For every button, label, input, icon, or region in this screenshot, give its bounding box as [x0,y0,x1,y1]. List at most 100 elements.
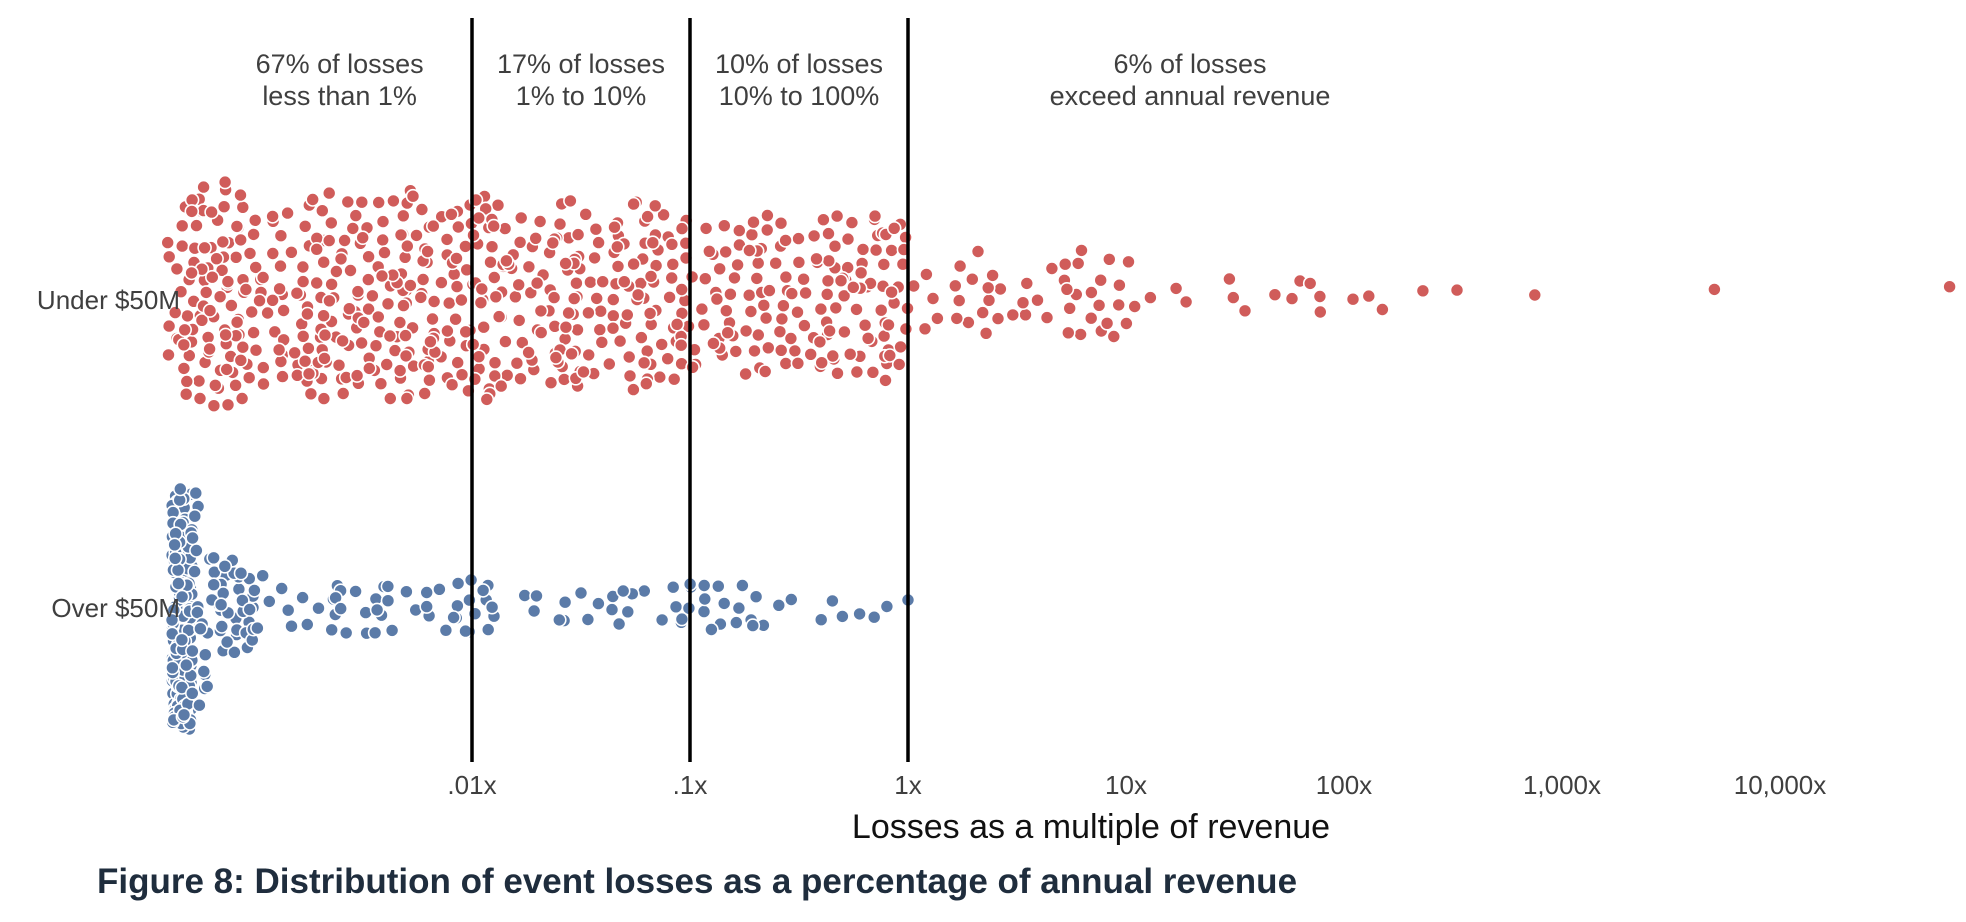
data-point-under-50m [776,298,791,314]
data-point-under-50m [403,278,418,293]
data-point-under-50m [812,334,828,350]
data-point-under-50m [774,311,790,327]
data-point-under-50m [893,339,908,355]
data-point-under-50m [1361,288,1377,304]
data-point-under-50m [882,348,898,363]
data-point-under-50m [499,253,514,269]
data-point-under-50m [273,258,288,274]
data-point-under-50m [578,207,594,222]
data-point-under-50m [821,226,836,241]
data-point-under-50m [161,318,177,334]
data-point-under-50m [360,272,376,287]
data-point-under-50m [321,185,337,201]
data-point-under-50m [228,377,243,393]
data-point-under-50m [1059,281,1075,297]
data-point-over-50m [580,612,596,627]
data-point-under-50m [588,221,604,237]
data-point-under-50m [666,371,682,387]
data-point-under-50m [220,274,236,289]
data-point-over-50m [654,612,670,628]
data-point-under-50m [589,291,605,306]
data-point-under-50m [1039,310,1055,325]
data-point-under-50m [355,230,371,245]
data-point-over-50m [193,621,208,637]
data-point-under-50m [246,227,261,242]
data-point-over-50m [438,622,454,638]
data-point-under-50m [558,256,573,271]
region-label: 17% of losses [497,49,665,79]
data-point-under-50m [511,277,527,293]
data-point-under-50m [925,291,941,306]
data-point-under-50m [738,323,754,339]
data-point-under-50m [595,274,611,290]
data-point-over-50m [167,537,182,553]
x-tick-label: 1,000x [1523,770,1601,800]
data-point-over-50m [280,602,296,618]
data-point-under-50m [616,274,632,290]
data-point-under-50m [844,215,860,230]
data-point-under-50m [333,251,349,267]
data-point-under-50m [773,342,789,358]
data-point-under-50m [348,208,364,223]
data-point-under-50m [836,288,852,304]
data-point-under-50m [787,343,803,359]
data-point-under-50m [758,310,774,326]
data-point-under-50m [868,242,884,258]
data-point-under-50m [392,363,408,378]
data-point-under-50m [626,256,641,272]
data-point-under-50m [1019,276,1035,291]
data-point-under-50m [1102,251,1117,267]
data-point-under-50m [241,370,257,386]
data-point-under-50m [886,221,902,236]
data-point-under-50m [196,179,211,195]
data-point-over-50m [380,593,396,609]
data-point-under-50m [720,325,736,341]
data-point-over-50m [367,625,383,641]
data-point-under-50m [747,343,762,359]
data-point-under-50m [449,279,465,294]
data-point-under-50m [626,382,641,397]
data-point-under-50m [450,219,466,235]
data-point-under-50m [191,373,207,389]
data-point-under-50m [1707,282,1722,297]
x-tick-label: 100x [1316,770,1372,800]
data-point-under-50m [409,228,424,243]
data-point-under-50m [272,281,287,297]
data-point-under-50m [413,290,429,305]
data-point-under-50m [533,325,549,340]
data-point-under-50m [587,250,602,266]
data-point-under-50m [744,227,760,242]
data-point-under-50m [591,235,606,250]
data-point-over-50m [206,577,221,593]
data-point-over-50m [196,664,212,679]
data-point-under-50m [220,397,236,413]
data-point-under-50m [796,271,811,287]
data-point-under-50m [621,349,637,365]
data-point-over-50m [219,634,235,650]
data-point-under-50m [750,327,766,343]
data-point-under-50m [417,386,433,401]
data-point-under-50m [643,269,659,284]
data-point-under-50m [335,333,350,349]
data-point-under-50m [246,325,261,340]
data-point-under-50m [742,243,757,258]
data-point-under-50m [316,308,331,324]
data-point-under-50m [891,357,907,372]
data-point-under-50m [267,324,283,340]
data-point-under-50m [508,289,523,305]
data-point-over-50m [697,591,713,607]
data-point-over-50m [665,579,681,595]
data-point-under-50m [712,261,728,277]
data-point-over-50m [731,600,747,616]
data-point-under-50m [498,334,513,349]
region-label: 67% of losses [256,49,424,79]
data-point-under-50m [248,260,263,275]
data-point-under-50m [392,315,408,330]
data-point-over-50m [813,612,829,628]
data-point-over-50m [484,599,500,615]
data-point-under-50m [1030,292,1045,308]
data-point-under-50m [343,263,358,278]
data-point-under-50m [1226,290,1241,305]
data-point-under-50m [566,291,582,306]
data-point-under-50m [212,289,228,305]
